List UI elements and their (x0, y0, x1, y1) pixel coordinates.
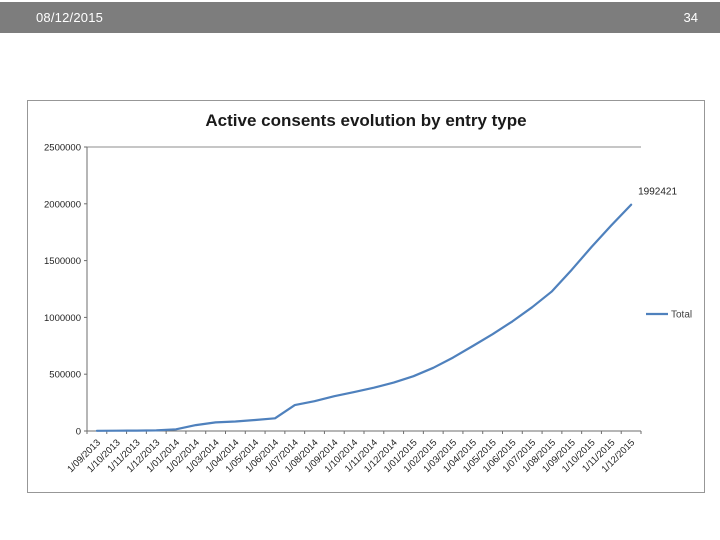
total-series-line (95, 203, 633, 432)
chart-legend: Total (646, 310, 692, 321)
legend-label: Total (671, 310, 692, 321)
y-axis-label: 1500000 (44, 256, 81, 267)
x-axis-labels: 1/09/20131/10/20131/11/20131/12/20131/01… (65, 431, 642, 475)
last-point-data-label: 1992421 (638, 187, 677, 198)
chart-title: Active consents evolution by entry type (205, 111, 527, 130)
slide-page-number: 34 (683, 10, 698, 25)
line-chart: 0 500000 1000000 1500000 2000000 2500000 1/09/… (44, 143, 692, 476)
header-date: 08/12/2015 (36, 10, 104, 25)
y-axis-label: 500000 (49, 370, 81, 381)
slide-header: 08/12/2015 34 (0, 2, 720, 33)
y-axis-label: 0 (76, 427, 81, 438)
chart-frame: Active consents evolution by entry type … (27, 100, 705, 493)
y-axis-label: 2500000 (44, 143, 81, 154)
y-axis-label: 2000000 (44, 199, 81, 210)
y-axis-label: 1000000 (44, 313, 81, 324)
y-axis-labels: 0 500000 1000000 1500000 2000000 2500000 (44, 143, 87, 438)
